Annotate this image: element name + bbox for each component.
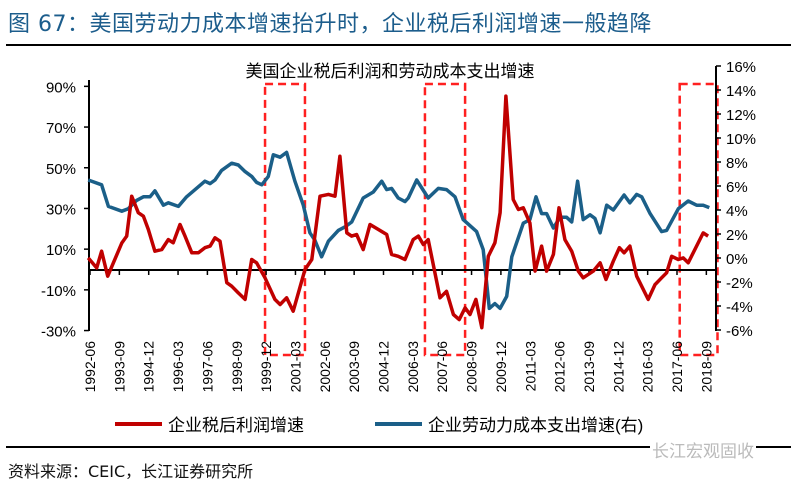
x-tick-label: 1997-06 [199, 341, 215, 393]
chart-title: 美国企业税后利润和劳动成本支出增速 [246, 62, 535, 81]
x-tick-label: 2007-06 [434, 341, 450, 393]
watermark: 长江宏观固收 [650, 437, 756, 462]
left-tick-label: -10% [41, 283, 76, 300]
right-tick-label: 8% [726, 155, 748, 172]
x-tick-label: 1992-06 [82, 341, 98, 393]
profit-growth-line [86, 94, 710, 330]
x-tick-label: 2012-06 [552, 341, 568, 393]
x-tick-label: 2017-06 [669, 341, 685, 393]
x-tick-label: 2008-09 [464, 341, 480, 393]
top-divider [6, 44, 791, 46]
x-tick-label: 1998-09 [229, 341, 245, 393]
axes: -30% -10% 10% 30% 50% 70% 90% -6% -4% -2% 0% 2% 4% 6%… [41, 59, 756, 392]
labor-cost-growth-line [87, 150, 710, 311]
x-tick-label: 1994-12 [141, 341, 157, 393]
left-tick-label: 30% [46, 201, 76, 218]
right-tick-label: 14% [726, 83, 756, 100]
x-tick-label: 1999-12 [258, 341, 274, 393]
x-tick-label: 2018-09 [698, 341, 714, 393]
right-tick-label: -4% [726, 299, 753, 316]
x-tick-label: 2011-03 [522, 341, 538, 392]
right-tick-label: 4% [726, 203, 748, 220]
right-tick-label: 0% [726, 251, 748, 268]
x-tick-label: 2013-09 [581, 341, 597, 393]
x-tick-label: 1993-09 [111, 341, 127, 393]
x-tick-label: 1996-03 [170, 341, 186, 393]
chart: 美国企业税后利润和劳动成本支出增速 -30% -10% 10% 30% 50% 70% 90… [41, 59, 756, 435]
x-tick-label: 2014-12 [610, 341, 626, 393]
right-tick-label: 6% [726, 179, 748, 196]
x-tick-label: 2016-03 [640, 341, 656, 393]
right-tick-label: 10% [726, 131, 756, 148]
legend-label-profit: 企业税后利润增速 [168, 416, 304, 435]
legend-label-labor: 企业劳动力成本支出增速(右) [428, 416, 643, 435]
left-tick-label: 10% [46, 242, 76, 259]
highlight-box [678, 82, 719, 357]
right-tick-label: -6% [726, 323, 753, 340]
right-tick-label: 2% [726, 227, 748, 244]
highlight-box [423, 82, 467, 357]
x-tick-label: 2001-03 [287, 341, 303, 393]
x-tick-label: 2006-03 [405, 341, 421, 393]
legend: 企业税后利润增速 企业劳动力成本支出增速(右) [115, 416, 643, 435]
figure-title: 图 67：美国劳动力成本增速抬升时，企业税后利润增速一般趋降 [8, 12, 652, 37]
left-tick-label: 50% [46, 161, 76, 178]
series-lines [86, 94, 710, 330]
left-tick-label: 70% [46, 120, 76, 137]
source-note: 资料来源：CEIC，长江证券研究所 [8, 462, 254, 481]
right-tick-label: -2% [726, 275, 753, 292]
x-tick-label: 2003-09 [346, 341, 362, 393]
left-tick-label: -30% [41, 324, 76, 341]
left-tick-label: 90% [46, 79, 76, 96]
highlight-boxes [263, 82, 719, 357]
bottom-divider [6, 446, 791, 448]
x-tick-label: 2002-06 [317, 341, 333, 393]
x-tick-label: 2009-12 [493, 341, 509, 393]
right-tick-label: 12% [726, 107, 756, 124]
highlight-box [263, 82, 307, 357]
right-tick-label: 16% [726, 59, 756, 76]
x-tick-label: 2004-12 [376, 341, 392, 393]
